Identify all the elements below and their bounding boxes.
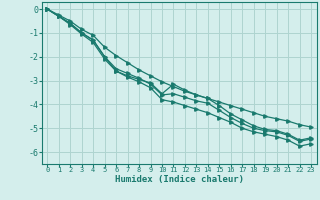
X-axis label: Humidex (Indice chaleur): Humidex (Indice chaleur) bbox=[115, 175, 244, 184]
